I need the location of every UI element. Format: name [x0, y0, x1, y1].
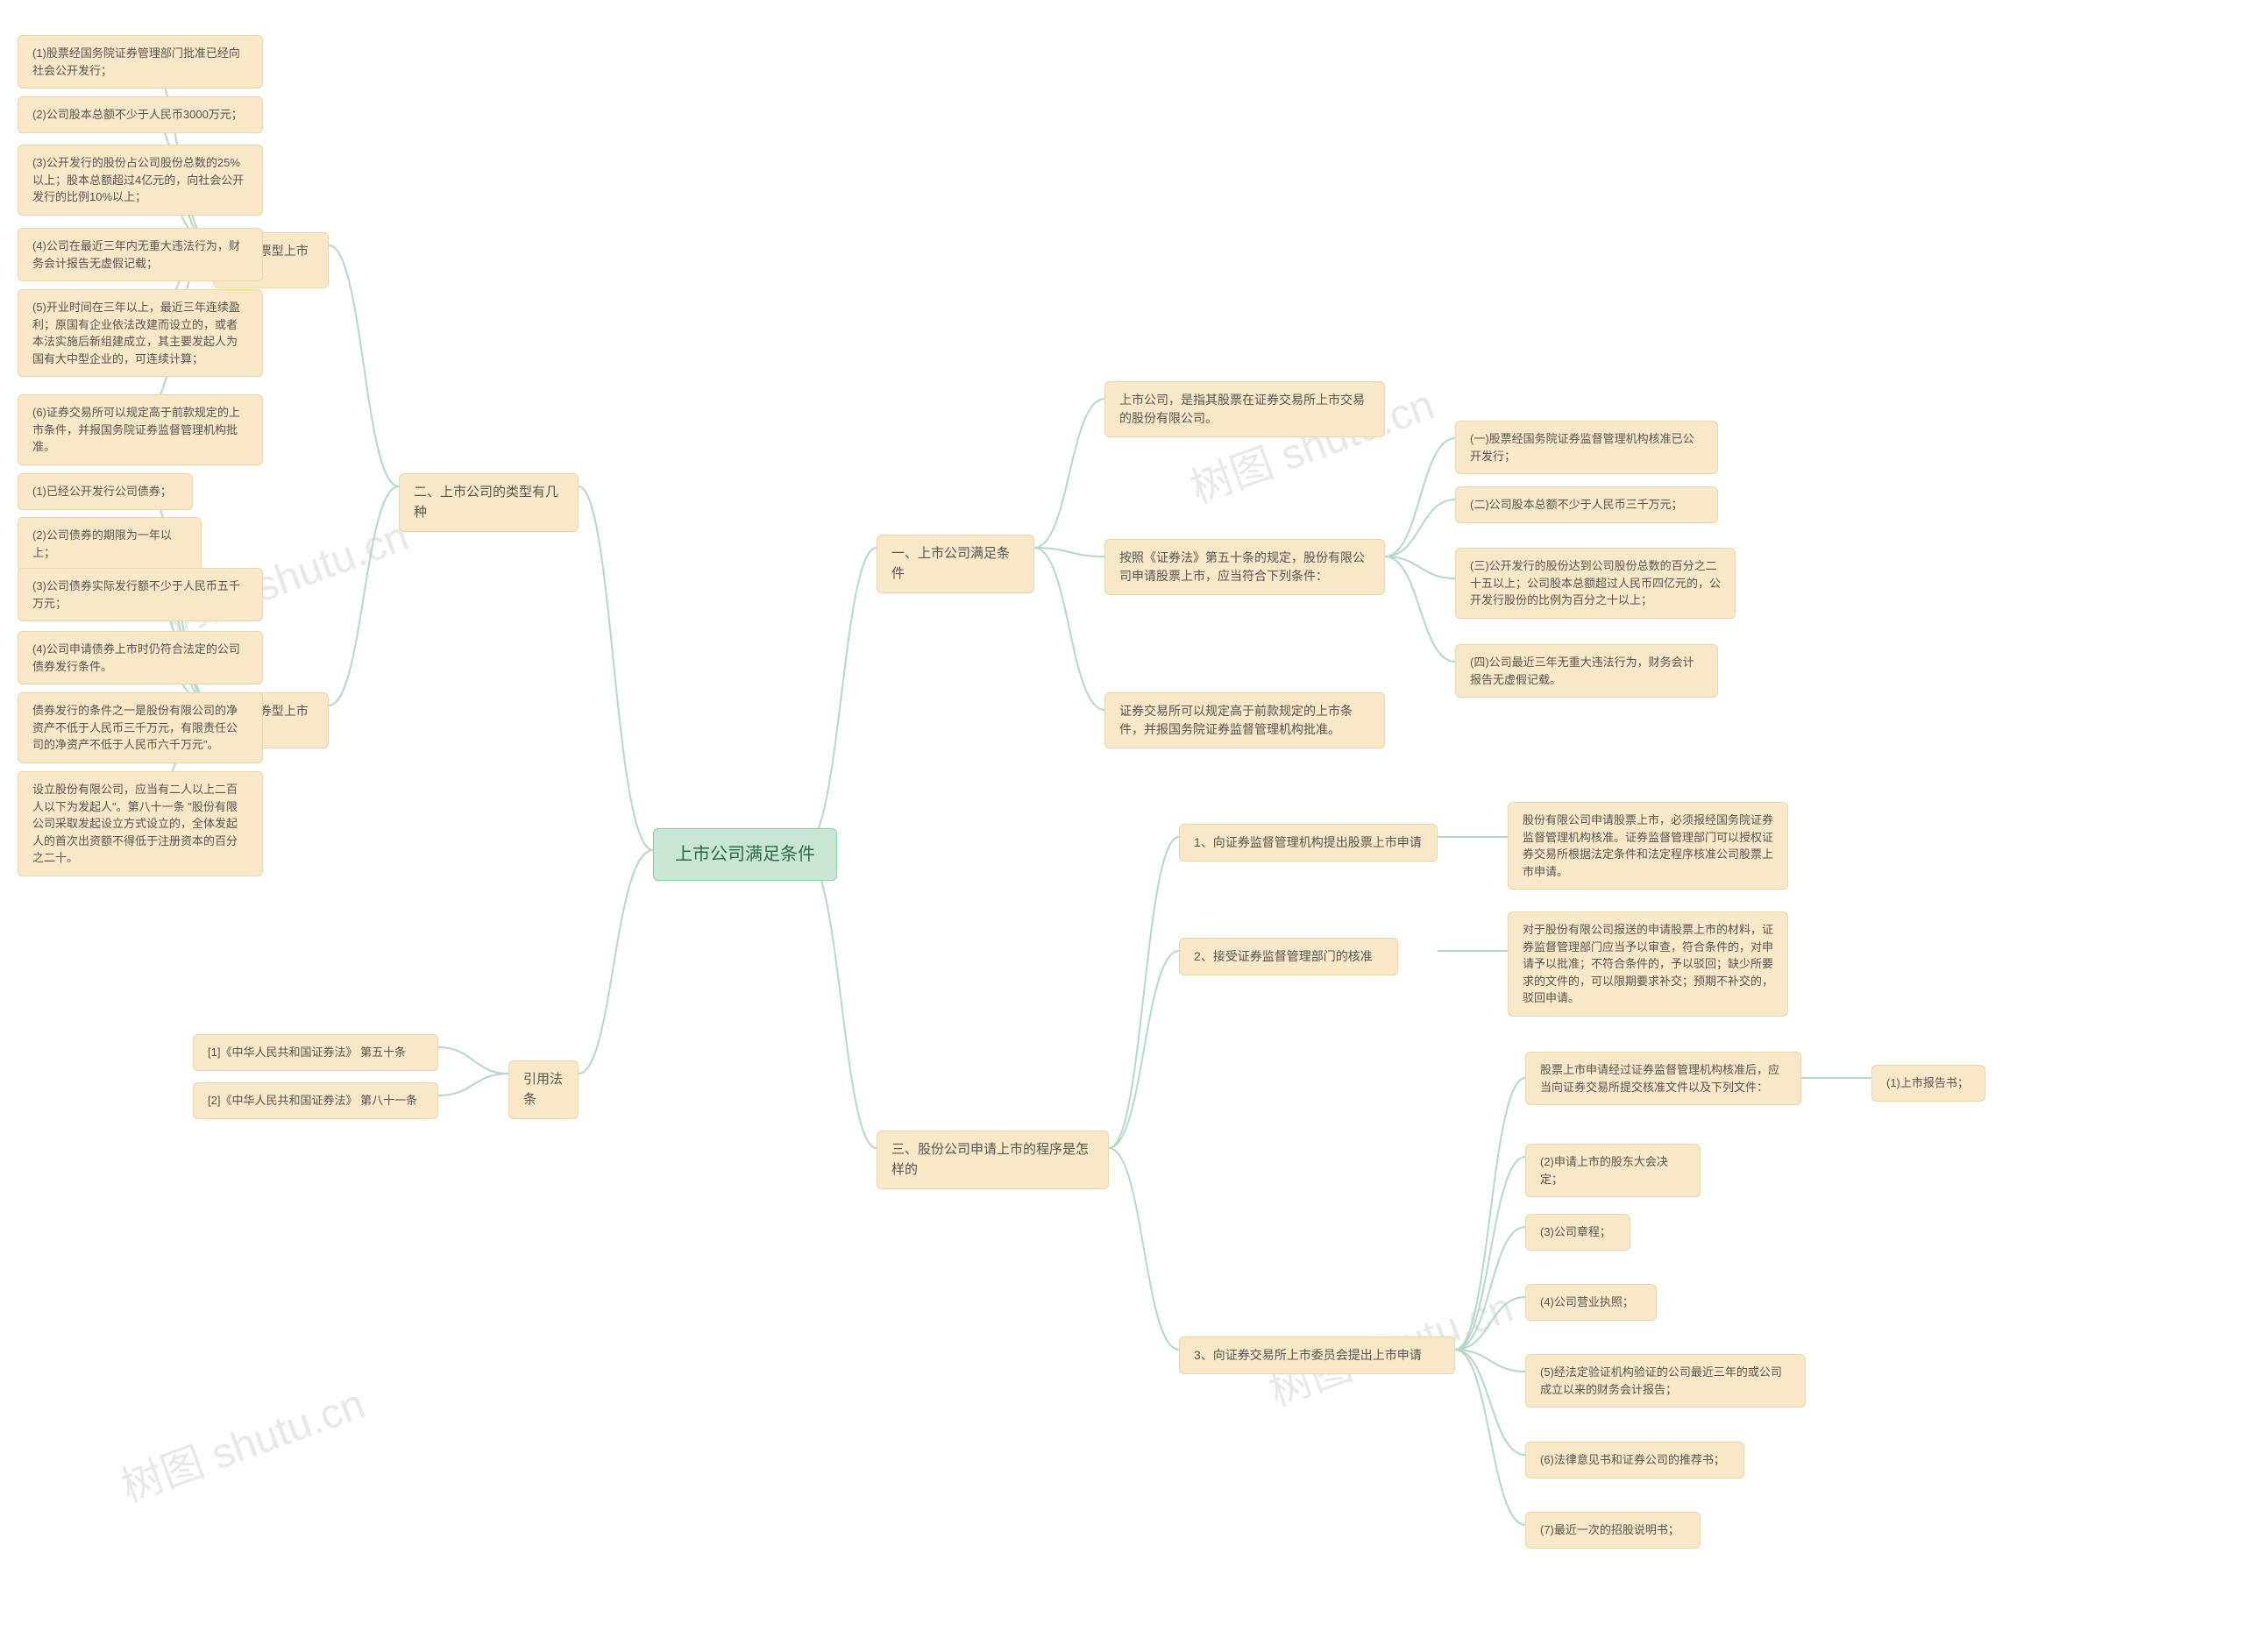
section-3: 三、股份公司申请上市的程序是怎样的 — [877, 1131, 1109, 1189]
s1-item-b: 按照《证券法》第五十条的规定，股份有限公司申请股票上市，应当符合下列条件： — [1104, 539, 1385, 595]
s2a-leaf-2: (2)公司股本总额不少于人民币3000万元； — [18, 96, 263, 133]
s1b-leaf-3: (三)公开发行的股份达到公司股份总数的百分之二十五以上；公司股本总额超过人民币四… — [1455, 548, 1736, 619]
connector-layer — [0, 0, 2244, 1652]
s3c-leaf-5: (5)经法定验证机构验证的公司最近三年的或公司成立以来的财务会计报告； — [1525, 1354, 1806, 1407]
s2b-leaf-6: 设立股份有限公司，应当有二人以上二百人以下为发起人"。第八十一条 "股份有限公司… — [18, 771, 263, 876]
s2a-leaf-1: (1)股票经国务院证券管理部门批准已经向社会公开发行； — [18, 35, 263, 89]
root-node: 上市公司满足条件 — [653, 828, 837, 881]
s2a-leaf-5: (5)开业时间在三年以上，最近三年连续盈利；原国有企业依法改建而设立的，或者本法… — [18, 289, 263, 377]
s3c-leaf-3: (3)公司章程； — [1525, 1214, 1630, 1251]
s1b-leaf-1: (一)股票经国务院证券监督管理机构核准已公开发行； — [1455, 421, 1718, 474]
s3c-leaf-2: (2)申请上市的股东大会决定； — [1525, 1144, 1701, 1197]
s3c-leaf-0: 股票上市申请经过证券监督管理机构核准后，应当向证券交易所提交核准文件以及下列文件… — [1525, 1052, 1801, 1105]
s2b-leaf-1: (1)已经公开发行公司债券； — [18, 473, 193, 510]
s2b-leaf-4: (4)公司申请债券上市时仍符合法定的公司债券发行条件。 — [18, 631, 263, 684]
s3-item-a: 1、向证券监督管理机构提出股票上市申请 — [1179, 824, 1438, 861]
s3b-leaf-1: 对于股份有限公司报送的申请股票上市的材料，证券监督管理部门应当予以审查，符合条件… — [1508, 911, 1788, 1017]
section-2: 二、上市公司的类型有几种 — [399, 473, 579, 532]
s1-item-c: 证券交易所可以规定高于前款规定的上市条件，并报国务院证券监督管理机构批准。 — [1104, 692, 1385, 748]
s2b-leaf-5: 债券发行的条件之一是股份有限公司的净资产不低于人民币三千万元，有限责任公司的净资… — [18, 692, 263, 763]
s3c-leaf-4: (4)公司营业执照； — [1525, 1284, 1657, 1321]
s3-item-b: 2、接受证券监督管理部门的核准 — [1179, 938, 1398, 975]
s2b-leaf-2: (2)公司债券的期限为一年以上； — [18, 517, 202, 571]
s2a-leaf-4: (4)公司在最近三年内无重大违法行为，财务会计报告无虚假记载； — [18, 228, 263, 281]
s3a-leaf-1: 股份有限公司申请股票上市，必须报经国务院证券监督管理机构核准。证券监督管理部门可… — [1508, 802, 1788, 890]
s2a-leaf-3: (3)公开发行的股份占公司股份总数的25%以上；股本总额超过4亿元的，向社会公开… — [18, 145, 263, 216]
section-1: 一、上市公司满足条件 — [877, 535, 1034, 593]
s3-item-c: 3、向证券交易所上市委员会提出上市申请 — [1179, 1336, 1455, 1374]
section-4: 引用法条 — [508, 1060, 579, 1119]
s1b-leaf-4: (四)公司最近三年无重大违法行为，财务会计报告无虚假记载。 — [1455, 644, 1718, 698]
s1b-leaf-2: (二)公司股本总额不少于人民币三千万元； — [1455, 486, 1718, 523]
s1-item-a: 上市公司，是指其股票在证券交易所上市交易的股份有限公司。 — [1104, 381, 1385, 437]
s2a-leaf-6: (6)证券交易所可以规定高于前款规定的上市条件，并报国务院证券监督管理机构批准。 — [18, 394, 263, 465]
s2b-leaf-3: (3)公司债券实际发行额不少于人民币五千万元； — [18, 568, 263, 621]
watermark: 树图 shutu.cn — [111, 1369, 372, 1514]
s3c-leaf-1: (1)上市报告书； — [1871, 1065, 1985, 1102]
s4-leaf-a: [1]《中华人民共和国证券法》 第五十条 — [193, 1034, 438, 1071]
s4-leaf-b: [2]《中华人民共和国证券法》 第八十一条 — [193, 1082, 438, 1119]
s3c-leaf-7: (7)最近一次的招股说明书； — [1525, 1512, 1701, 1549]
s3c-leaf-6: (6)法律意见书和证券公司的推荐书； — [1525, 1442, 1744, 1478]
